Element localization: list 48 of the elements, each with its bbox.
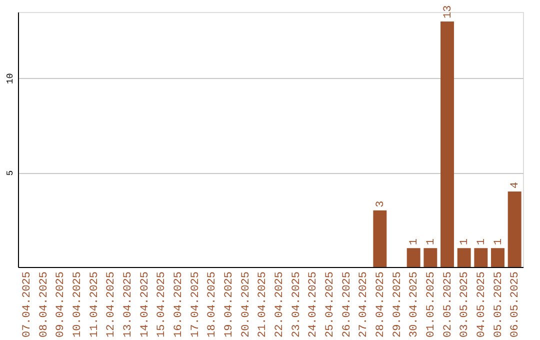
x-tick-label: 02.05.2025 xyxy=(442,272,454,338)
data-label: 1 xyxy=(425,238,438,246)
bar xyxy=(491,248,504,267)
x-tick-label: 25.04.2025 xyxy=(324,272,336,338)
x-tick-label: 12.04.2025 xyxy=(106,272,118,338)
x-tick-label: 09.04.2025 xyxy=(55,272,68,338)
bar xyxy=(474,248,488,267)
data-label: 1 xyxy=(476,238,488,246)
x-tick-label: 26.04.2025 xyxy=(341,272,354,338)
data-label: 1 xyxy=(492,238,505,246)
x-tick-label: 27.04.2025 xyxy=(358,272,370,338)
data-label: 3 xyxy=(374,200,387,208)
bar xyxy=(457,248,471,267)
x-tick-label: 08.04.2025 xyxy=(38,272,50,338)
x-tick-label: 17.04.2025 xyxy=(190,272,202,338)
data-label: 1 xyxy=(408,238,421,246)
x-tick-label: 04.05.2025 xyxy=(476,272,488,338)
x-tick-label: 15.04.2025 xyxy=(156,272,168,338)
data-label: 1 xyxy=(459,238,472,246)
y-tick-label: 10 xyxy=(6,73,16,84)
x-tick-label: 19.04.2025 xyxy=(223,272,236,338)
x-tick-label: 05.05.2025 xyxy=(492,272,505,338)
x-tick-label: 10.04.2025 xyxy=(72,272,84,338)
x-tick-label: 29.04.2025 xyxy=(392,272,404,338)
x-tick-label: 22.04.2025 xyxy=(274,272,286,338)
bar xyxy=(508,191,522,267)
bar xyxy=(440,21,454,267)
x-tick-label: 23.04.2025 xyxy=(290,272,303,338)
bar xyxy=(406,248,420,267)
x-tick-label: 07.04.2025 xyxy=(21,272,34,338)
x-tick-label: 06.05.2025 xyxy=(510,272,522,338)
x-tick-label: 30.04.2025 xyxy=(408,272,421,338)
x-tick-label: 13.04.2025 xyxy=(122,272,134,338)
x-tick-label: 11.04.2025 xyxy=(88,272,101,338)
x-tick-label: 18.04.2025 xyxy=(206,272,219,338)
bar xyxy=(373,210,387,267)
x-tick-label: 20.04.2025 xyxy=(240,272,252,338)
x-tick-label: 16.04.2025 xyxy=(172,272,185,338)
x-tick-label: 21.04.2025 xyxy=(257,272,270,338)
x-tick-label: 28.04.2025 xyxy=(374,272,387,338)
x-tick-label: 01.05.2025 xyxy=(425,272,438,338)
y-tick-label: 5 xyxy=(6,170,16,176)
x-tick-label: 03.05.2025 xyxy=(459,272,472,338)
x-tick-label: 24.04.2025 xyxy=(308,272,320,338)
data-label: 4 xyxy=(510,181,522,188)
data-label: 13 xyxy=(442,5,454,18)
x-tick-label: 14.04.2025 xyxy=(139,272,152,338)
bar xyxy=(424,248,438,267)
